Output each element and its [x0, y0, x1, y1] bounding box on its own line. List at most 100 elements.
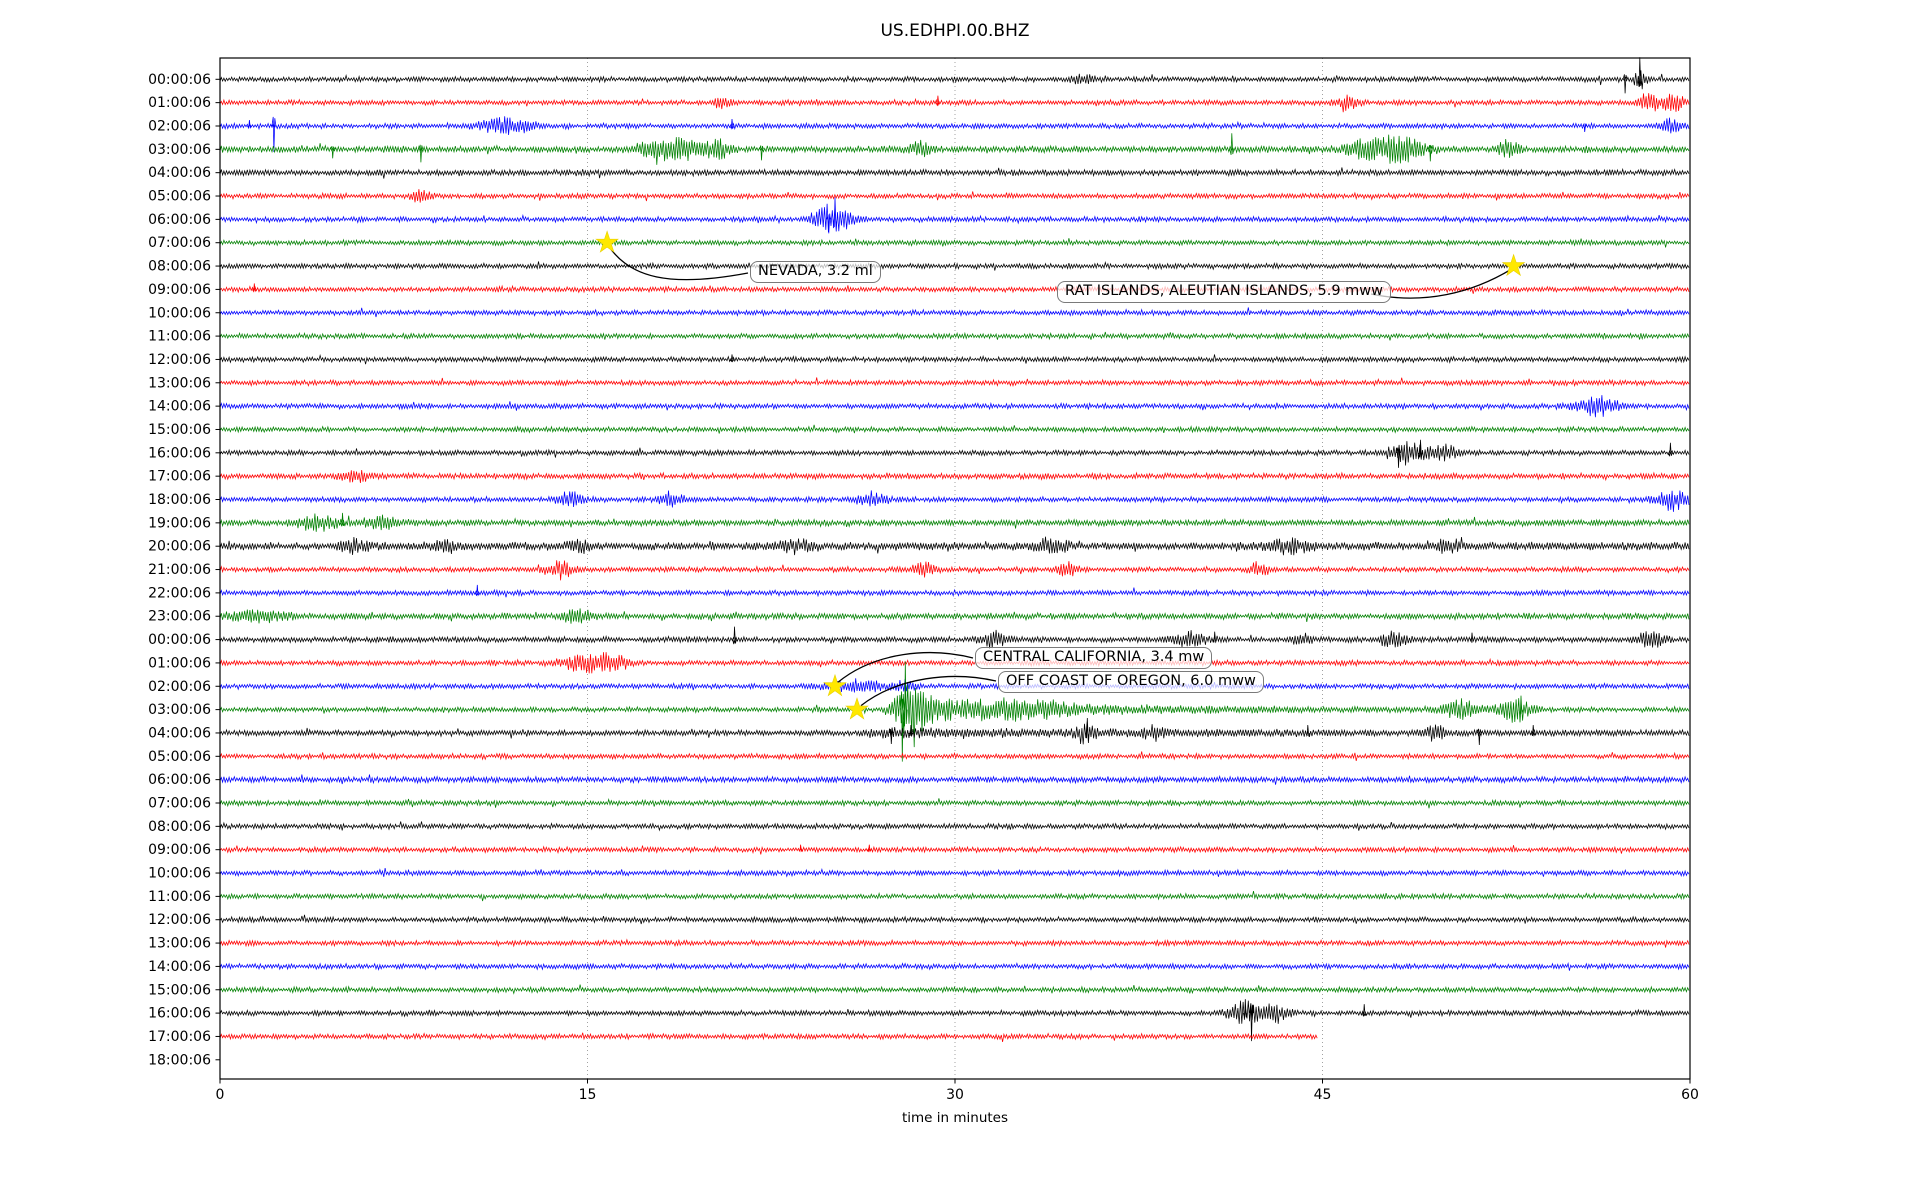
y-tick-label: 05:00:06 — [148, 189, 211, 205]
y-tick-label: 21:00:06 — [148, 562, 211, 578]
y-tick-label: 10:00:06 — [148, 305, 211, 321]
y-tick-label: 12:00:06 — [148, 912, 211, 928]
axes: 00:00:06 01:00:06 02:00:06 03:00:06 04:00:06… — [148, 57, 1699, 1103]
trace-row-2 — [219, 116, 1690, 153]
trace-row-17 — [219, 469, 1690, 484]
event-star-icon — [595, 230, 619, 253]
trace-row-28 — [219, 717, 1690, 746]
y-tick-label: 05:00:06 — [148, 749, 211, 765]
event-callout-line — [860, 675, 997, 707]
x-tick-label: 15 — [579, 1087, 597, 1103]
x-tick-label: 45 — [1314, 1087, 1332, 1103]
event-annotation: RAT ISLANDS, ALEUTIAN ISLANDS, 5.9 mww — [1057, 281, 1392, 303]
trace-row-32 — [219, 821, 1690, 832]
trace-row-7 — [219, 238, 1690, 248]
y-tick-label: 01:00:06 — [148, 655, 211, 671]
trace-row-20 — [219, 536, 1690, 556]
y-tick-label: 17:00:06 — [148, 1029, 211, 1045]
y-tick-label: 15:00:06 — [148, 422, 211, 438]
y-tick-label: 00:00:06 — [148, 72, 211, 88]
event-annotation: NEVADA, 3.2 ml — [750, 261, 881, 283]
x-tick-label: 60 — [1681, 1087, 1699, 1103]
event-callout-line — [1370, 268, 1512, 299]
trace-row-23 — [219, 608, 1690, 624]
y-tick-label: 09:00:06 — [148, 282, 211, 298]
trace-row-31 — [219, 798, 1690, 809]
y-tick-label: 13:00:06 — [148, 936, 211, 952]
trace-row-39 — [219, 984, 1690, 995]
trace-row-16 — [219, 439, 1690, 468]
trace-row-15 — [219, 424, 1690, 434]
y-tick-label: 06:00:06 — [148, 212, 211, 228]
y-tick-label: 09:00:06 — [148, 842, 211, 858]
x-axis-title: time in minutes — [901, 1110, 1009, 1126]
trace-row-1 — [219, 93, 1690, 113]
y-tick-label: 16:00:06 — [148, 1006, 211, 1022]
trace-row-19 — [219, 512, 1690, 532]
y-tick-label: 08:00:06 — [148, 259, 211, 275]
trace-row-25 — [219, 652, 1690, 674]
y-tick-label: 10:00:06 — [148, 866, 211, 882]
y-tick-label: 04:00:06 — [148, 725, 211, 741]
y-tick-label: 18:00:06 — [148, 1052, 211, 1068]
x-tick-label: 0 — [216, 1087, 225, 1103]
trace-rows — [219, 57, 1690, 1042]
trace-row-29 — [219, 751, 1690, 761]
y-tick-label: 22:00:06 — [148, 585, 211, 601]
y-tick-label: 20:00:06 — [148, 539, 211, 555]
y-tick-label: 11:00:06 — [148, 329, 211, 345]
trace-row-4 — [219, 167, 1690, 179]
trace-row-22 — [219, 584, 1690, 598]
trace-row-26 — [219, 678, 1690, 693]
event-star-icon — [823, 673, 847, 697]
trace-row-8 — [219, 261, 1690, 271]
y-tick-label: 18:00:06 — [148, 492, 211, 508]
y-tick-label: 15:00:06 — [148, 982, 211, 998]
y-tick-label: 23:00:06 — [148, 609, 211, 625]
figure-title: US.EDHPI.00.BHZ — [880, 21, 1030, 41]
y-tick-label: 01:00:06 — [148, 95, 211, 111]
event-star-icon — [1501, 253, 1526, 277]
y-tick-label: 16:00:06 — [148, 445, 211, 461]
event-callout-line — [608, 246, 749, 281]
y-tick-label: 17:00:06 — [148, 469, 211, 485]
trace-row-5 — [219, 189, 1690, 203]
trace-row-18 — [219, 490, 1690, 512]
y-tick-label: 07:00:06 — [148, 795, 211, 811]
trace-row-14 — [219, 395, 1690, 418]
trace-row-33 — [219, 844, 1690, 855]
y-tick-label: 08:00:06 — [148, 819, 211, 835]
y-tick-label: 19:00:06 — [148, 515, 211, 531]
y-tick-label: 11:00:06 — [148, 889, 211, 905]
trace-row-10 — [219, 307, 1690, 318]
trace-row-9 — [219, 283, 1690, 294]
y-tick-label: 13:00:06 — [148, 375, 211, 391]
trace-row-38 — [219, 961, 1690, 971]
trace-row-21 — [219, 560, 1690, 581]
trace-row-37 — [219, 938, 1690, 948]
event-annotation: CENTRAL CALIFORNIA, 3.4 mw — [975, 647, 1213, 669]
trace-row-11 — [219, 331, 1690, 341]
y-tick-label: 04:00:06 — [148, 165, 211, 181]
trace-row-41 — [219, 1032, 1318, 1042]
y-tick-label: 07:00:06 — [148, 235, 211, 251]
x-tick-label: 30 — [946, 1087, 964, 1103]
trace-row-40 — [219, 999, 1690, 1042]
trace-row-24 — [219, 626, 1690, 650]
trace-row-13 — [219, 377, 1690, 388]
trace-row-0 — [219, 57, 1690, 94]
trace-row-30 — [219, 774, 1690, 785]
y-tick-label: 12:00:06 — [148, 352, 211, 368]
y-tick-label: 06:00:06 — [148, 772, 211, 788]
trace-row-6 — [219, 197, 1690, 234]
trace-row-27 — [219, 661, 1690, 762]
y-tick-label: 02:00:06 — [148, 679, 211, 695]
trace-row-34 — [219, 868, 1690, 878]
event-star-icon — [845, 697, 869, 720]
trace-row-3 — [219, 133, 1690, 165]
y-tick-label: 03:00:06 — [148, 702, 211, 718]
trace-row-36 — [219, 914, 1690, 925]
trace-row-12 — [219, 353, 1690, 365]
y-tick-label: 03:00:06 — [148, 142, 211, 158]
